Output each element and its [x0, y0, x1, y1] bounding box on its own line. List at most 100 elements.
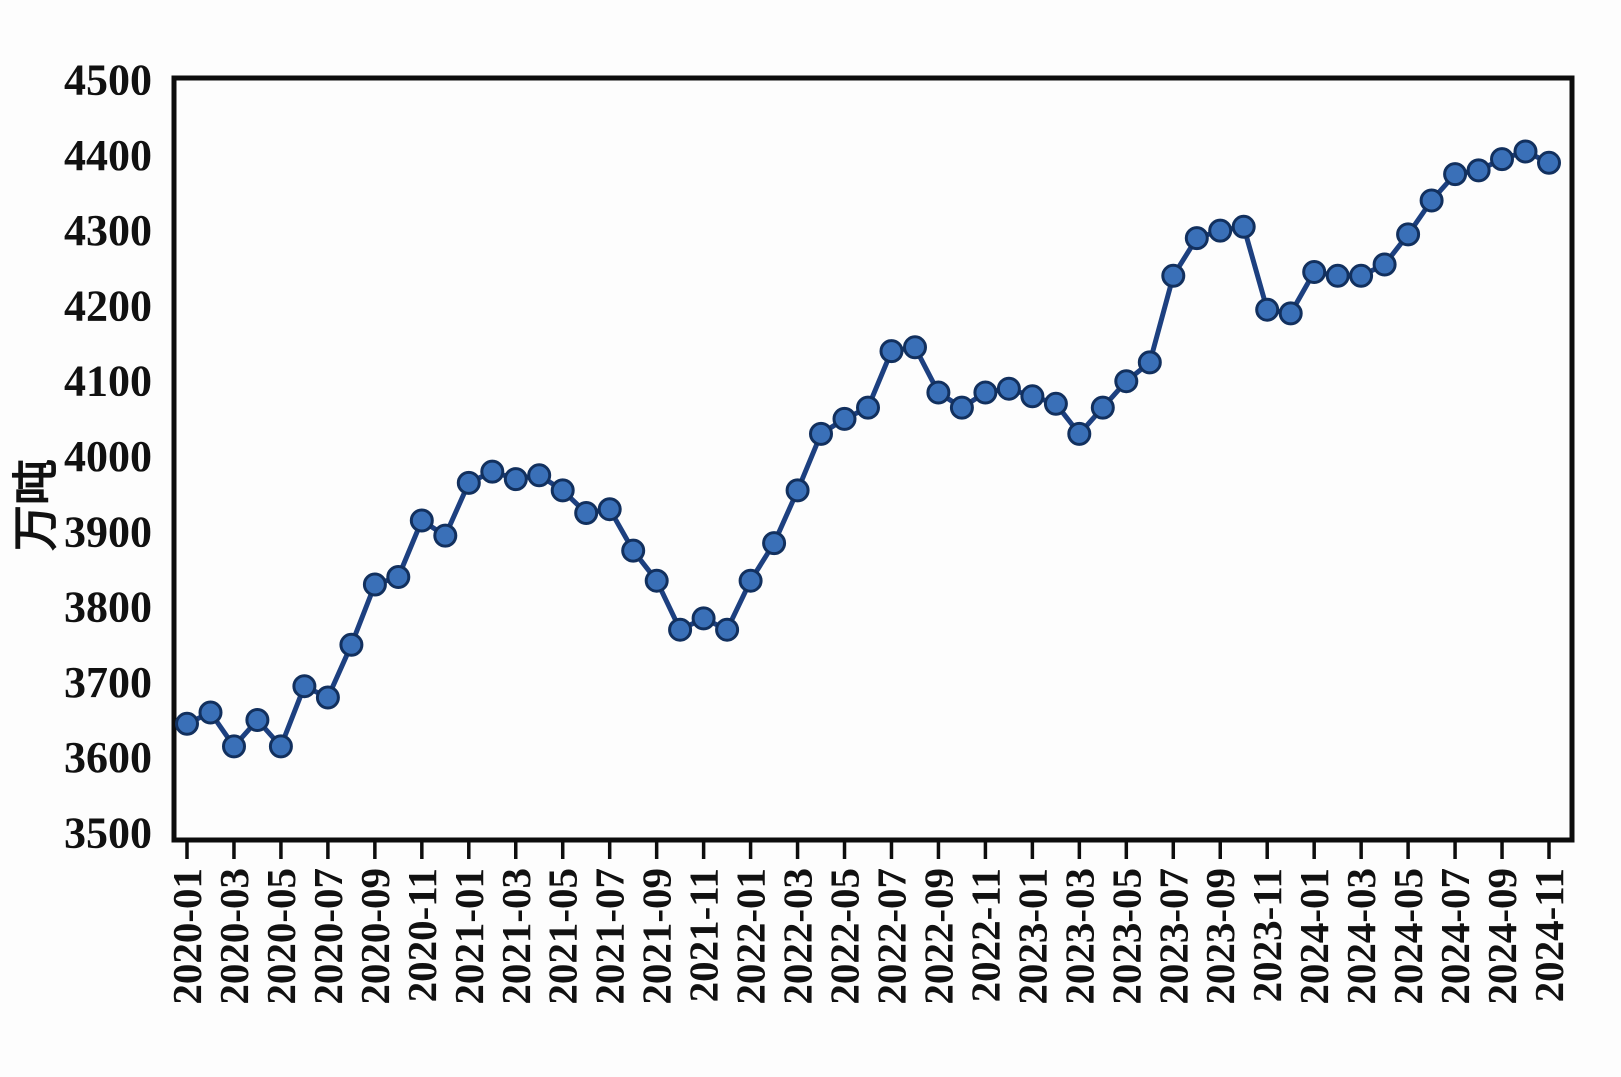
x-tick-label: 2022-05 [822, 868, 868, 1005]
data-point [245, 708, 270, 732]
x-tick-label: 2024-07 [1432, 868, 1478, 1005]
x-tick-label: 2024-11 [1526, 868, 1572, 1002]
x-tick-label: 2021-03 [493, 868, 539, 1005]
x-tick-label: 2023-07 [1150, 868, 1196, 1005]
data-point [574, 501, 599, 525]
x-tick-label: 2020-01 [164, 868, 210, 1005]
data-point [1349, 263, 1374, 288]
x-tick-label: 2024-01 [1291, 868, 1337, 1005]
x-tick-label: 2023-11 [1244, 868, 1290, 1002]
data-point [1466, 158, 1491, 183]
data-point [1513, 139, 1538, 164]
data-point [222, 734, 246, 759]
y-tick-label: 4200 [64, 281, 152, 330]
data-point [668, 617, 693, 642]
data-point [527, 463, 552, 488]
x-tick-label: 2023-09 [1197, 868, 1243, 1005]
x-tick-label: 2022-07 [868, 868, 914, 1005]
x-tick-label: 2021-09 [634, 868, 680, 1005]
data-point [1090, 395, 1115, 420]
x-tick-label: 2020-03 [211, 868, 257, 1005]
data-point [856, 395, 880, 420]
data-point [1396, 222, 1421, 247]
data-point [1278, 301, 1303, 326]
data-point [738, 568, 763, 593]
data-point [386, 565, 411, 589]
data-point [1137, 350, 1162, 375]
data-point [903, 335, 927, 360]
data-point [644, 568, 669, 593]
data-point [691, 606, 716, 631]
x-tick-label: 2020-07 [305, 868, 351, 1005]
y-tick-label: 3800 [64, 583, 152, 632]
x-tick-label: 2024-03 [1338, 868, 1384, 1005]
data-point [456, 470, 481, 495]
y-tick-label: 3500 [64, 809, 152, 858]
x-tick-label: 2021-05 [540, 868, 586, 1005]
data-point [597, 497, 622, 522]
data-point [973, 380, 998, 405]
x-tick-label: 2022-11 [962, 868, 1008, 1002]
x-tick-label: 2022-09 [915, 868, 961, 1005]
y-tick-label: 3700 [64, 658, 152, 707]
data-point [292, 674, 317, 699]
data-point [621, 538, 646, 563]
data-point [926, 380, 951, 405]
x-tick-label: 2021-01 [446, 868, 492, 1005]
data-point [1443, 162, 1468, 187]
data-point [339, 632, 364, 657]
data-point [362, 572, 387, 597]
y-tick-label: 4300 [64, 206, 152, 255]
x-tick-label: 2020-05 [258, 868, 304, 1005]
y-tick-label: 4400 [64, 131, 152, 180]
data-point [949, 395, 974, 420]
y-tick-label: 4500 [64, 56, 152, 105]
data-point [1537, 150, 1561, 175]
data-point [1372, 252, 1397, 277]
data-point [809, 421, 833, 446]
x-tick-label: 2024-09 [1479, 868, 1525, 1005]
data-point [503, 467, 528, 492]
data-point [1255, 297, 1280, 322]
data-point [315, 685, 340, 710]
data-point [550, 478, 575, 503]
x-tick-label: 2023-01 [1009, 868, 1055, 1005]
x-tick-label: 2020-09 [352, 868, 398, 1005]
x-tick-label: 2020-11 [399, 868, 445, 1002]
data-point [433, 523, 458, 548]
data-point [1067, 421, 1092, 446]
data-point [1161, 263, 1186, 288]
data-point [175, 711, 199, 736]
data-point [715, 617, 740, 642]
plot-border [171, 75, 1575, 843]
data-point [1231, 214, 1256, 239]
x-tick-label: 2021-11 [681, 868, 727, 1002]
data-point [1184, 226, 1209, 251]
x-tick-label: 2021-07 [587, 868, 633, 1005]
x-tick-label: 2023-03 [1056, 868, 1102, 1005]
data-point [1114, 369, 1139, 394]
data-point [1302, 260, 1327, 284]
data-point [198, 700, 223, 725]
x-tick-label: 2022-03 [775, 868, 821, 1005]
data-point [832, 406, 857, 431]
data-point [996, 376, 1021, 401]
data-point [1325, 263, 1350, 288]
data-point [1419, 188, 1444, 213]
data-point [1490, 147, 1514, 172]
data-point [480, 459, 505, 484]
y-tick-label: 3600 [64, 733, 152, 782]
x-tick-label: 2024-05 [1385, 868, 1431, 1005]
x-tick-label: 2022-01 [728, 868, 774, 1005]
data-point [785, 478, 810, 503]
data-point [268, 734, 293, 759]
data-line [184, 149, 1552, 749]
data-point [1020, 384, 1045, 409]
data-point [879, 339, 904, 364]
y-tick-label: 3900 [64, 507, 152, 556]
data-point [1208, 218, 1233, 243]
y-tick-label: 4000 [64, 432, 152, 481]
y-tick-label: 4100 [64, 357, 152, 406]
